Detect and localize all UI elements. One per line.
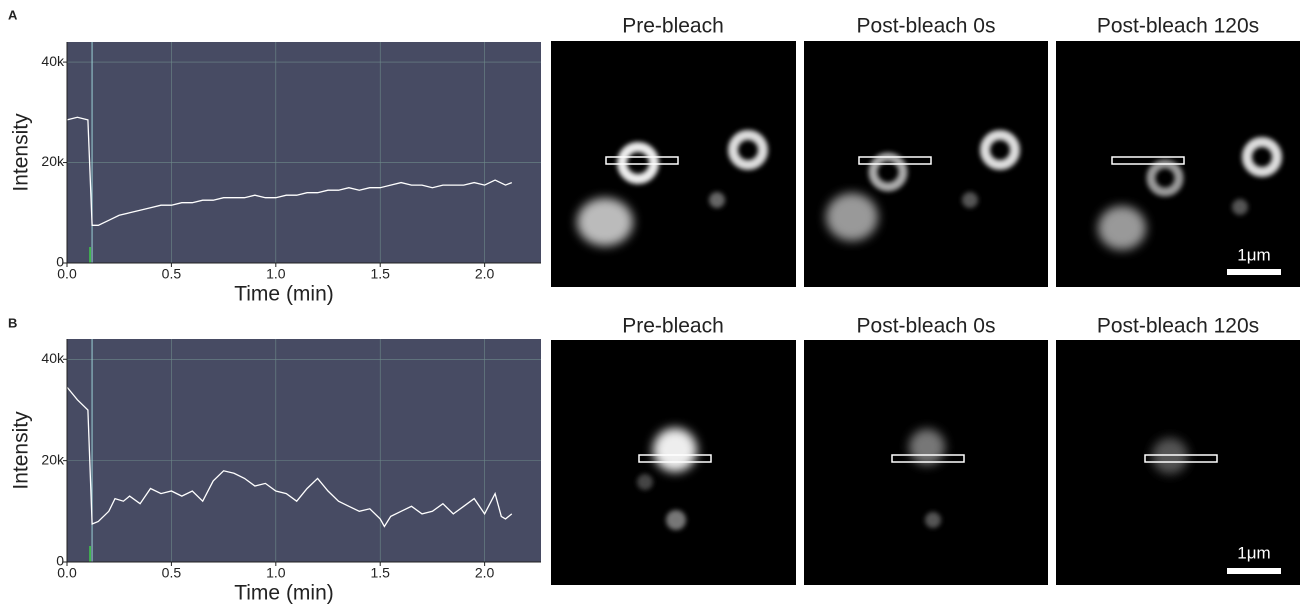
x-tick-label: 1.5 [370, 266, 390, 282]
intensity-line [66, 386, 513, 528]
micrograph [804, 340, 1048, 585]
micrograph [551, 41, 796, 287]
x-tick-label: 2.0 [475, 565, 495, 581]
x-tick-label: 0.5 [162, 266, 182, 282]
x-tick-label: 1.0 [266, 565, 286, 581]
x-axis-label: Time (min) [234, 283, 334, 306]
panel-label: B [8, 315, 17, 330]
image-title: Post-bleach 120s [1097, 15, 1259, 38]
y-tick-label: 40k [41, 53, 65, 69]
scale-bar-label: 1μm [1237, 543, 1270, 562]
intensity-line [66, 116, 513, 226]
y-tick-label: 20k [41, 451, 65, 467]
image-title: Pre-bleach [622, 15, 724, 38]
image-title: Post-bleach 0s [857, 315, 996, 338]
image-title: Pre-bleach [622, 315, 724, 338]
y-tick-label: 20k [41, 153, 65, 169]
x-tick-label: 2.0 [475, 266, 495, 282]
x-tick-label: 0.0 [57, 565, 77, 581]
image-title: Post-bleach 120s [1097, 315, 1259, 338]
y-tick-label: 0 [56, 254, 64, 270]
x-tick-label: 0.5 [162, 565, 182, 581]
micrograph: 1μm [1056, 340, 1300, 585]
micrograph [804, 41, 1048, 287]
y-axis-label: Intensity [10, 113, 33, 192]
scale-bar-label: 1μm [1237, 245, 1270, 264]
micrograph [551, 340, 796, 585]
x-tick-label: 0.0 [57, 266, 77, 282]
y-tick-label: 40k [41, 350, 65, 366]
y-tick-label: 0 [56, 553, 64, 569]
panel-label: A [8, 7, 18, 22]
image-title: Post-bleach 0s [857, 15, 996, 38]
plot-background [67, 42, 541, 263]
x-tick-label: 1.5 [370, 565, 390, 581]
x-axis-label: Time (min) [234, 582, 334, 605]
charts: 0 20k 40k 0.0 0.5 1.0 1.5 2.0 Time (min) Intensit… [10, 42, 541, 605]
y-axis-label: Intensity [10, 411, 33, 490]
plot-background [67, 339, 541, 562]
micrograph: 1μm [1056, 41, 1300, 287]
x-tick-label: 1.0 [266, 266, 286, 282]
